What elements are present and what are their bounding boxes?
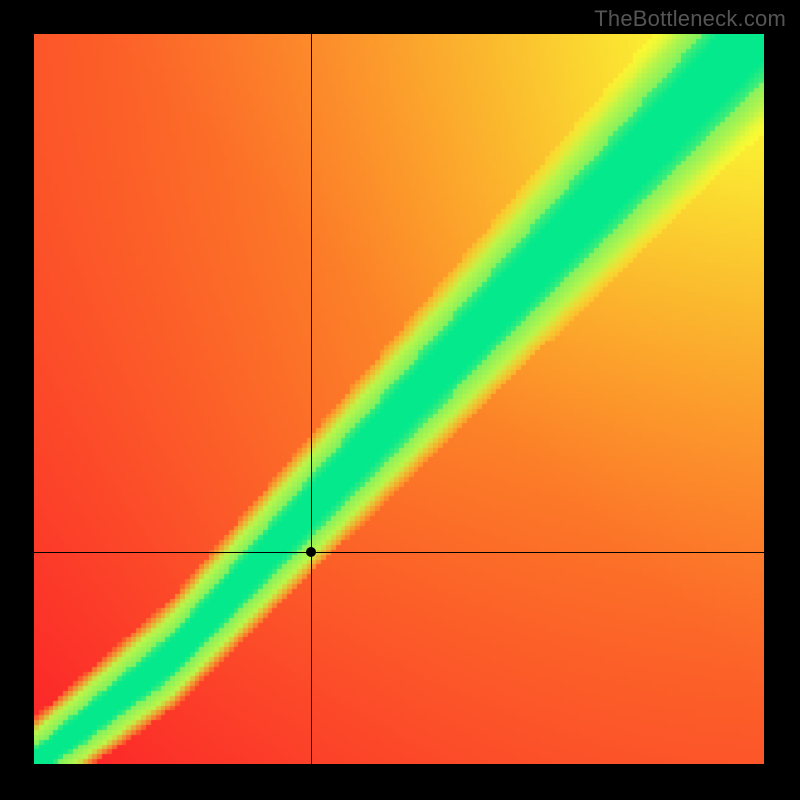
chart-frame: TheBottleneck.com (0, 0, 800, 800)
attribution-text: TheBottleneck.com (594, 6, 786, 32)
heatmap-canvas (34, 34, 764, 764)
heatmap-plot (34, 34, 764, 764)
